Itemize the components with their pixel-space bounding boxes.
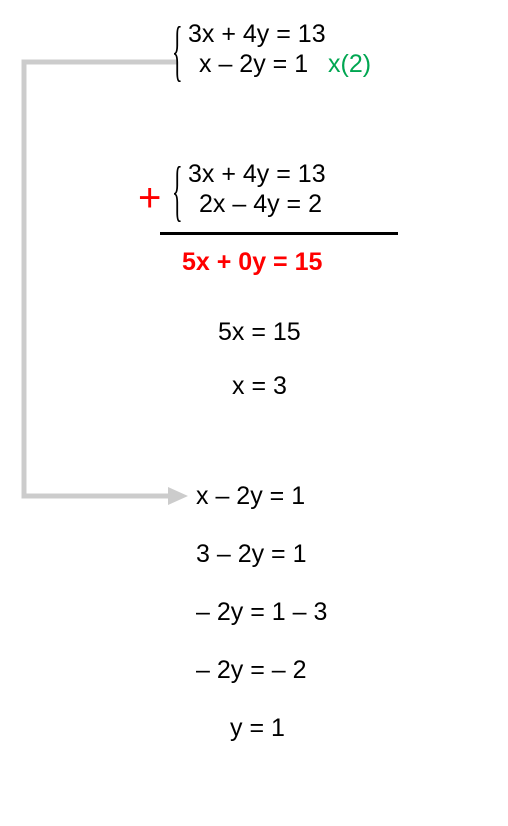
sys2-eq1: 3x + 4y = 13 bbox=[188, 160, 326, 189]
sub-eq0: x – 2y = 1 bbox=[196, 482, 305, 511]
sub-eq2: – 2y = 1 – 3 bbox=[196, 598, 327, 627]
step-5x15: 5x = 15 bbox=[218, 318, 301, 347]
plus-sign: + bbox=[138, 176, 161, 221]
step-x3: x = 3 bbox=[232, 372, 287, 401]
sys2-eq2: 2x – 4y = 2 bbox=[199, 190, 322, 219]
flow-arrow bbox=[0, 0, 508, 826]
sys1-eq2: x – 2y = 1 bbox=[199, 50, 308, 79]
sub-eq3: – 2y = – 2 bbox=[196, 656, 307, 685]
sub-eq4: y = 1 bbox=[230, 714, 285, 743]
sys1-eq1: 3x + 4y = 13 bbox=[188, 20, 326, 49]
result-eq: 5x + 0y = 15 bbox=[182, 248, 322, 277]
multiply-annotation: x(2) bbox=[328, 50, 371, 79]
sum-rule bbox=[160, 232, 398, 235]
sub-eq1: 3 – 2y = 1 bbox=[196, 540, 307, 569]
